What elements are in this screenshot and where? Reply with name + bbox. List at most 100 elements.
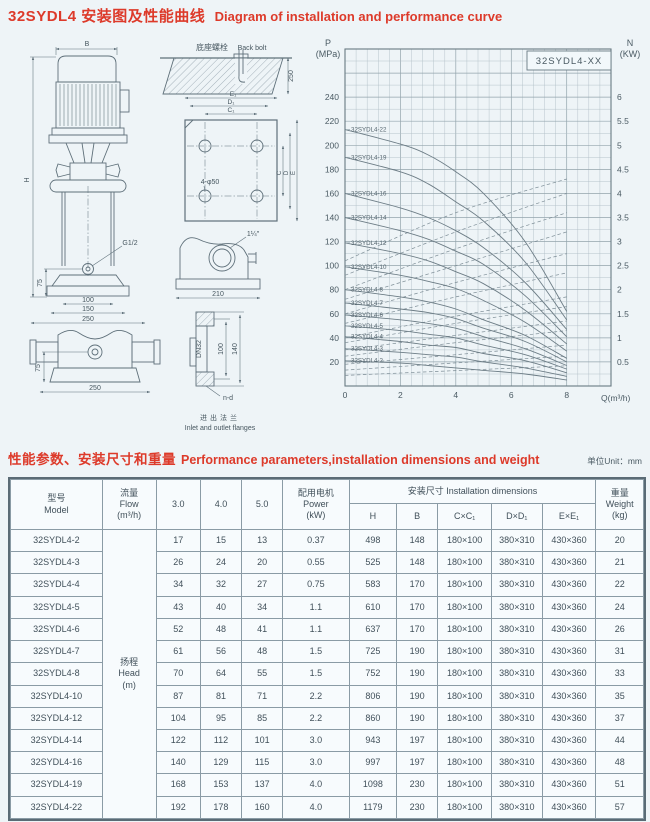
col-flow: 流量 Flow (m³/h) xyxy=(101,479,157,530)
value-cell: 430×360 xyxy=(541,573,597,597)
value-cell: 1.1 xyxy=(282,595,350,619)
value-cell: 380×310 xyxy=(491,706,543,730)
col-flow-5: 5.0 xyxy=(241,479,284,530)
value-cell: 943 xyxy=(348,728,398,753)
svg-text:32SYDL4-19: 32SYDL4-19 xyxy=(351,154,387,161)
value-cell: 170 xyxy=(396,617,439,642)
value-cell: 380×310 xyxy=(491,595,543,619)
value-cell: 56 xyxy=(199,640,243,664)
svg-text:140: 140 xyxy=(325,213,339,223)
value-cell: 15 xyxy=(199,528,243,553)
value-cell: 3.0 xyxy=(282,728,350,753)
table-row: 32SYDL4-22 192 178 160 4.0 1179 230 180×100 380×… xyxy=(10,795,644,820)
unit-note: 单位Unit：mm xyxy=(587,456,642,466)
legend-box xyxy=(526,50,612,71)
svg-text:32SYDL4-2: 32SYDL4-2 xyxy=(351,358,384,365)
value-cell: 168 xyxy=(155,773,201,797)
value-cell: 85 xyxy=(241,706,284,730)
value-cell: 430×360 xyxy=(541,795,597,820)
value-cell: 197 xyxy=(396,728,439,753)
value-cell: 129 xyxy=(199,751,243,775)
svg-text:32SYDL4-7: 32SYDL4-7 xyxy=(351,300,384,307)
dim-75-front: 75 xyxy=(37,279,44,287)
dim-250-bolt: 250 xyxy=(288,70,295,82)
svg-text:180: 180 xyxy=(325,164,339,174)
svg-text:0: 0 xyxy=(343,390,348,400)
svg-text:40: 40 xyxy=(330,333,340,343)
value-cell: 180×100 xyxy=(437,795,493,820)
value-cell: 122 xyxy=(155,728,201,753)
dim-e: E xyxy=(291,171,297,175)
value-cell: 430×360 xyxy=(541,662,597,686)
table-row: 32SYDL4-7 61 56 48 1.5 725 190 180×100 380×310 43… xyxy=(10,640,644,664)
head-unit-cell: 扬程 Head (m) xyxy=(101,529,157,819)
svg-text:80: 80 xyxy=(330,285,340,295)
value-cell: 26 xyxy=(595,617,644,642)
back-bolt-detail: 底座螺栓 Back bolt 250 xyxy=(160,42,295,95)
value-cell: 52 xyxy=(155,617,201,642)
value-cell: 35 xyxy=(595,684,644,708)
section-heading: 性能参数、安装尺寸和重量 Performance parameters,inst… xyxy=(8,448,642,468)
value-cell: 180×100 xyxy=(437,528,493,553)
value-cell: 180×100 xyxy=(437,551,493,575)
col-flow-4: 4.0 xyxy=(199,479,243,530)
svg-text:32SYDL4-16: 32SYDL4-16 xyxy=(351,190,387,197)
col-h: H xyxy=(348,503,398,530)
anchor-plate-plan: E₁ D₁ C₁ C D E 4-φ50 xyxy=(184,91,299,222)
table-row: 32SYDL4-10 87 81 71 2.2 806 190 180×100 380×310 4… xyxy=(10,684,644,708)
value-cell: 48 xyxy=(241,640,284,664)
svg-text:32SYDL4-3: 32SYDL4-3 xyxy=(351,346,384,353)
dim-d: D xyxy=(284,170,290,175)
value-cell: 430×360 xyxy=(541,595,597,619)
value-cell: 21 xyxy=(595,551,644,575)
installation-diagram: B H xyxy=(24,41,299,432)
value-cell: 170 xyxy=(396,573,439,597)
nd-label: n-d xyxy=(223,395,233,402)
value-cell: 190 xyxy=(396,706,439,730)
value-cell: 380×310 xyxy=(491,617,543,642)
svg-text:240: 240 xyxy=(325,92,339,102)
value-cell: 20 xyxy=(241,551,284,575)
value-cell: 380×310 xyxy=(491,728,543,753)
col-weight: 重量 Weight (kg) xyxy=(595,479,644,530)
value-cell: 3.0 xyxy=(282,751,350,775)
dim-250-front: 250 xyxy=(82,316,94,323)
page-title-en: Diagram of installation and performance … xyxy=(214,9,503,24)
svg-text:2: 2 xyxy=(398,390,403,400)
svg-text:32SYDL4-12: 32SYDL4-12 xyxy=(351,240,387,247)
value-cell: 137 xyxy=(241,773,284,797)
dim-100: 100 xyxy=(82,297,94,304)
value-cell: 24 xyxy=(595,595,644,619)
value-cell: 230 xyxy=(396,795,439,820)
value-cell: 40 xyxy=(199,595,243,619)
head-curves xyxy=(344,129,568,381)
svg-text:160: 160 xyxy=(325,188,339,198)
x-axis-title: Q(m³/h) xyxy=(601,393,630,403)
value-cell: 48 xyxy=(595,751,644,775)
value-cell: 0.37 xyxy=(282,528,350,553)
value-cell: 140 xyxy=(155,751,201,775)
model-cell: 32SYDL4-6 xyxy=(10,617,103,642)
model-cell: 32SYDL4-7 xyxy=(10,640,103,664)
svg-text:8: 8 xyxy=(564,390,569,400)
svg-text:2.5: 2.5 xyxy=(617,261,629,271)
value-cell: 170 xyxy=(396,595,439,619)
value-cell: 498 xyxy=(348,528,398,553)
value-cell: 160 xyxy=(241,795,284,820)
value-cell: 430×360 xyxy=(541,640,597,664)
value-cell: 430×360 xyxy=(541,551,597,575)
value-cell: 430×360 xyxy=(541,684,597,708)
value-cell: 48 xyxy=(199,617,243,642)
value-cell: 81 xyxy=(199,684,243,708)
model-cell: 32SYDL4-10 xyxy=(10,684,103,708)
dim-250-saddle: 250 xyxy=(89,385,101,392)
value-cell: 197 xyxy=(396,751,439,775)
svg-text:100: 100 xyxy=(325,261,339,271)
value-cell: 637 xyxy=(348,617,398,642)
table-row: 32SYDL4-14 122 112 101 3.0 943 197 180×100 380×3… xyxy=(10,728,644,753)
inch-label: 1¼″ xyxy=(247,231,260,238)
model-cell: 32SYDL4-14 xyxy=(10,728,103,753)
svg-text:32SYDL4-4: 32SYDL4-4 xyxy=(351,334,384,341)
value-cell: 71 xyxy=(241,684,284,708)
model-cell: 32SYDL4-16 xyxy=(10,751,103,775)
